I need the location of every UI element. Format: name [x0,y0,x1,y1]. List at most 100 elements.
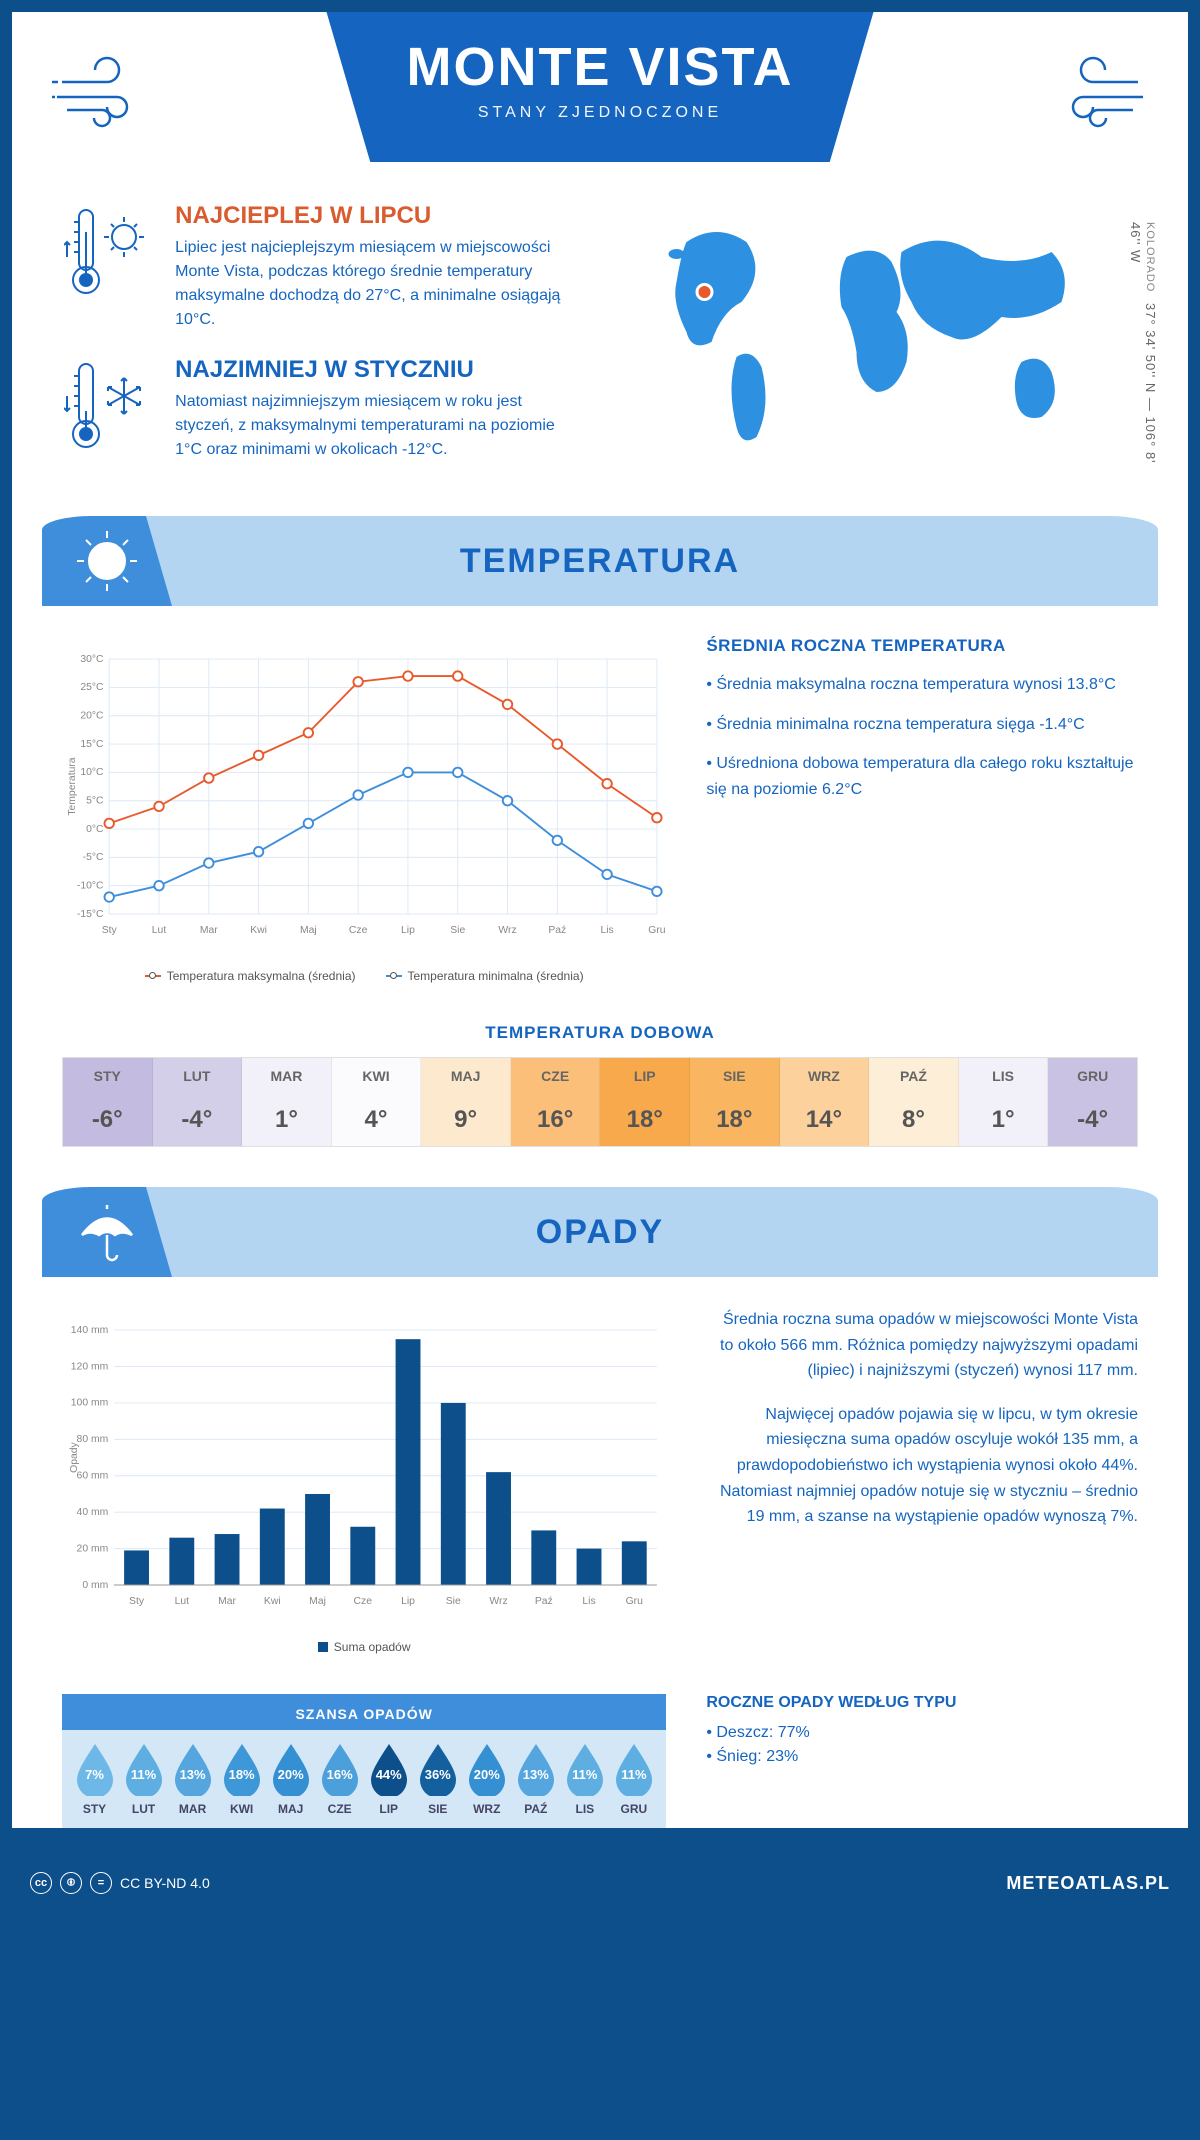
chance-month: CZE [315,1802,364,1816]
svg-text:Wrz: Wrz [498,925,516,936]
svg-text:Paź: Paź [548,925,566,936]
daily-temp-cell: LIP18° [600,1058,690,1146]
svg-text:20 mm: 20 mm [77,1543,109,1554]
svg-text:Mar: Mar [200,925,218,936]
license-text: CC BY-ND 4.0 [120,1875,210,1891]
svg-text:0 mm: 0 mm [82,1580,108,1591]
svg-text:-15°C: -15°C [77,909,104,920]
raindrop-icon: 36% [416,1742,460,1796]
svg-text:Cze: Cze [354,1596,373,1607]
coords: KOLORADO 37° 34' 50'' N — 106° 8' 46'' W [1128,222,1158,486]
svg-text:Gru: Gru [648,925,666,936]
svg-text:-10°C: -10°C [77,881,104,892]
daily-temp-table: STY-6°LUT-4°MAR1°KWI4°MAJ9°CZE16°LIP18°S… [62,1057,1138,1147]
svg-text:Lis: Lis [600,925,613,936]
umbrella-icon [42,1187,172,1277]
svg-text:Cze: Cze [349,925,368,936]
chance-month: LIP [364,1802,413,1816]
svg-text:40 mm: 40 mm [77,1507,109,1518]
page-title: MONTE VISTA [406,36,793,98]
daily-temp-cell: KWI4° [332,1058,422,1146]
chance-wrap: SZANSA OPADÓW 7% STY 11% LUT 13% MAR 18%… [62,1694,1138,1828]
chance-month: LIS [560,1802,609,1816]
precip-type-item: • Deszcz: 77% [706,1724,1138,1742]
sun-icon [42,516,172,606]
precip-legend-label: Suma opadów [334,1640,411,1654]
temperature-chart: -15°C-10°C-5°C0°C5°C10°C15°C20°C25°C30°C… [62,636,666,956]
daily-value: 18° [690,1094,779,1146]
svg-text:100 mm: 100 mm [71,1398,108,1409]
chance-month: MAJ [266,1802,315,1816]
chance-title: SZANSA OPADÓW [62,1698,666,1730]
svg-text:Lip: Lip [401,1596,415,1607]
legend-item: Temperatura maksymalna (średnia) [145,969,356,983]
temperature-section: -15°C-10°C-5°C0°C5°C10°C15°C20°C25°C30°C… [12,606,1188,1013]
svg-text:30°C: 30°C [80,654,104,665]
daily-temp-cell: MAR1° [242,1058,332,1146]
chance-drop: 16% CZE [315,1742,364,1816]
temperature-legend: Temperatura maksymalna (średnia)Temperat… [62,969,666,983]
raindrop-icon: 11% [122,1742,166,1796]
svg-text:Sty: Sty [129,1596,145,1607]
daily-value: -4° [1048,1094,1137,1146]
precip-info: Średnia roczna suma opadów w miejscowośc… [706,1307,1138,1654]
raindrop-icon: 13% [171,1742,215,1796]
chance-month: SIE [413,1802,462,1816]
chance-month: KWI [217,1802,266,1816]
daily-temp-cell: GRU-4° [1048,1058,1137,1146]
daily-value: 14° [780,1094,869,1146]
daily-month: LIP [600,1058,689,1094]
temperature-title: TEMPERATURA [460,542,740,581]
daily-value: 1° [242,1094,331,1146]
page-subtitle: STANY ZJEDNOCZONE [406,104,793,122]
daily-month: CZE [511,1058,600,1094]
daily-month: LIS [959,1058,1048,1094]
daily-temp-cell: WRZ14° [780,1058,870,1146]
daily-temp-cell: LIS1° [959,1058,1049,1146]
daily-value: 16° [511,1094,600,1146]
svg-text:Lis: Lis [582,1596,595,1607]
svg-text:15°C: 15°C [80,739,104,750]
intro-cold-text: Natomiast najzimniejszym miesiącem w rok… [175,390,585,462]
precip-banner: OPADY [42,1187,1158,1277]
chance-drop: 20% MAJ [266,1742,315,1816]
daily-temp-cell: CZE16° [511,1058,601,1146]
daily-month: LUT [153,1058,242,1094]
precip-chart-wrap: 0 mm20 mm40 mm60 mm80 mm100 mm120 mm140 … [62,1307,666,1654]
temp-bullet: • Średnia minimalna roczna temperatura s… [706,712,1138,738]
raindrop-icon: 20% [269,1742,313,1796]
svg-text:Lut: Lut [175,1596,190,1607]
raindrop-icon: 44% [367,1742,411,1796]
svg-text:Maj: Maj [300,925,317,936]
daily-value: 1° [959,1094,1048,1146]
temperature-banner: TEMPERATURA [42,516,1158,606]
daily-value: -6° [63,1094,152,1146]
daily-temp-cell: STY-6° [63,1058,153,1146]
raindrop-icon: 7% [73,1742,117,1796]
svg-text:Lip: Lip [401,925,415,936]
daily-month: MAJ [421,1058,510,1094]
chance-month: WRZ [462,1802,511,1816]
svg-text:20°C: 20°C [80,711,104,722]
daily-value: 9° [421,1094,510,1146]
svg-text:Sie: Sie [446,1596,461,1607]
temperature-chart-wrap: -15°C-10°C-5°C0°C5°C10°C15°C20°C25°C30°C… [62,636,666,983]
daily-month: MAR [242,1058,331,1094]
cc-icon: cc [30,1872,52,1894]
raindrop-icon: 11% [612,1742,656,1796]
precip-type-item: • Śnieg: 23% [706,1748,1138,1766]
daily-month: STY [63,1058,152,1094]
svg-text:Sie: Sie [450,925,465,936]
page: MONTE VISTA STANY ZJEDNOCZONE [12,12,1188,1828]
intro: NAJCIEPLEJ W LIPCU Lipiec jest najcieple… [12,182,1188,516]
nd-icon: = [90,1872,112,1894]
raindrop-icon: 13% [514,1742,558,1796]
chance-drop: 13% PAŹ [511,1742,560,1816]
temp-bullet: • Uśredniona dobowa temperatura dla całe… [706,751,1138,802]
daily-value: 18° [600,1094,689,1146]
svg-text:Gru: Gru [626,1596,644,1607]
daily-temp-cell: PAŹ8° [869,1058,959,1146]
svg-text:140 mm: 140 mm [71,1325,108,1336]
raindrop-icon: 18% [220,1742,264,1796]
daily-month: SIE [690,1058,779,1094]
